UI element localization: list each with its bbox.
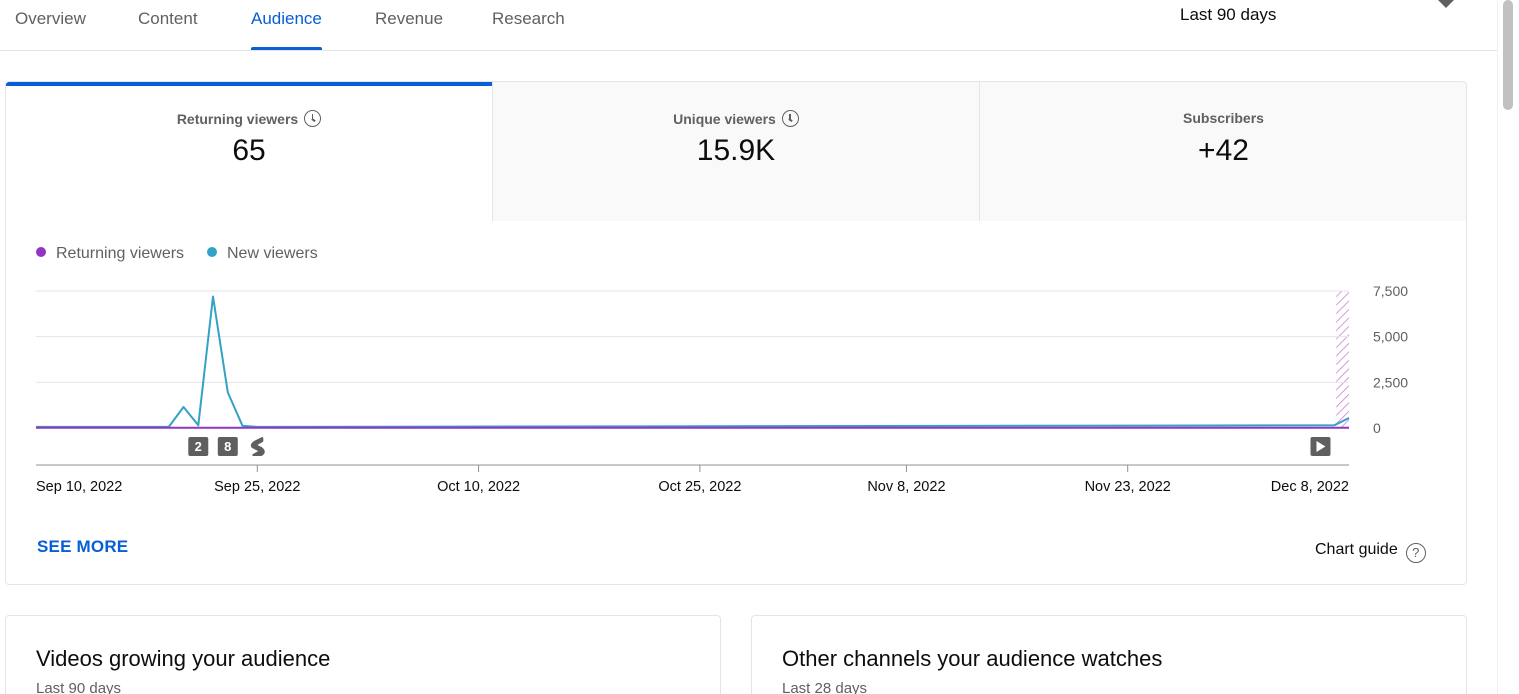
y-tick-label: 2,500: [1373, 374, 1408, 390]
metric-subscribers[interactable]: Subscribers +42: [980, 82, 1466, 221]
scrollbar-track[interactable]: [1497, 0, 1519, 694]
audience-chart-card: Returning viewers 65 Unique viewers 15.9…: [5, 81, 1467, 585]
caret-down-icon[interactable]: [1438, 0, 1454, 8]
period-selector[interactable]: Last 90 days: [1180, 5, 1277, 24]
chart-guide-button[interactable]: Chart guide?: [1315, 541, 1426, 563]
card-subtitle: Last 28 days: [782, 680, 868, 694]
x-tick-label: Oct 25, 2022: [658, 479, 741, 495]
x-tick-label: Nov 23, 2022: [1085, 479, 1171, 495]
annotation-badge-label: 2: [195, 439, 202, 454]
metric-label: Subscribers: [1183, 110, 1264, 126]
annotation-badge: [217, 437, 238, 456]
series-line-new-viewers: [36, 295, 1350, 428]
clock-icon: [781, 110, 799, 127]
play-icon: [1316, 441, 1326, 452]
divider: [979, 82, 980, 221]
divider: [492, 82, 493, 221]
x-tick-label: Nov 8, 2022: [867, 479, 945, 495]
legend-item-new-viewers: New viewers: [207, 245, 318, 263]
clock-icon: [304, 110, 322, 127]
other-channels-card: Other channels your audience watches Las…: [751, 615, 1467, 694]
card-title: Other channels your audience watches: [782, 646, 1163, 671]
tab-revenue[interactable]: Revenue: [375, 9, 444, 28]
x-tick-label: Sep 10, 2022: [36, 479, 122, 495]
x-tick-label: Oct 10, 2022: [437, 479, 520, 495]
see-more-button[interactable]: SEE MORE: [37, 537, 129, 556]
card-subtitle: Last 90 days: [36, 680, 122, 694]
legend-dot: [207, 247, 217, 257]
metric-label: Returning viewers: [6, 110, 492, 127]
x-tick-label: Dec 8, 2022: [1271, 479, 1349, 495]
y-tick-label: 0: [1373, 420, 1381, 436]
metric-value: 15.9K: [696, 134, 776, 167]
metric-unique-viewers[interactable]: Unique viewers 15.9K: [493, 82, 979, 221]
y-tick-label: 7,500: [1373, 283, 1408, 299]
videos-growing-audience-card: Videos growing your audience Last 90 day…: [5, 615, 721, 694]
tab-audience[interactable]: Audience: [251, 0, 322, 50]
tab-overview[interactable]: Overview: [15, 9, 86, 28]
tab-research[interactable]: Research: [492, 9, 565, 28]
annotation-badge: [188, 437, 209, 456]
annotation-badge-label: 8: [224, 439, 231, 454]
tab-content[interactable]: Content: [138, 9, 198, 28]
metric-value: 65: [232, 134, 266, 167]
shorts-icon: [250, 437, 265, 456]
legend-label: New viewers: [227, 245, 318, 262]
chart-guide-label: Chart guide: [1315, 541, 1398, 558]
scrollbar-thumb[interactable]: [1503, 0, 1513, 110]
card-title: Videos growing your audience: [36, 646, 331, 671]
metric-label: Unique viewers: [493, 110, 979, 127]
legend-dot: [36, 247, 46, 257]
x-tick-label: Sep 25, 2022: [214, 479, 300, 495]
help-icon: ?: [1405, 543, 1426, 563]
audience-line-chart: 7,500 5,000 2,500 0 Sep 10, 2022 Sep 25, 2022…: [36, 283, 1408, 495]
metric-returning-viewers[interactable]: Returning viewers 65: [6, 82, 492, 221]
analytics-tab-bar: Overview Content Audience Revenue Resear…: [0, 0, 1497, 51]
metric-value: +42: [1198, 134, 1249, 167]
pending-data-region: [1336, 291, 1349, 428]
y-tick-label: 5,000: [1373, 329, 1408, 345]
legend-label: Returning viewers: [56, 245, 185, 262]
legend-item-returning-viewers: Returning viewers: [36, 245, 184, 263]
